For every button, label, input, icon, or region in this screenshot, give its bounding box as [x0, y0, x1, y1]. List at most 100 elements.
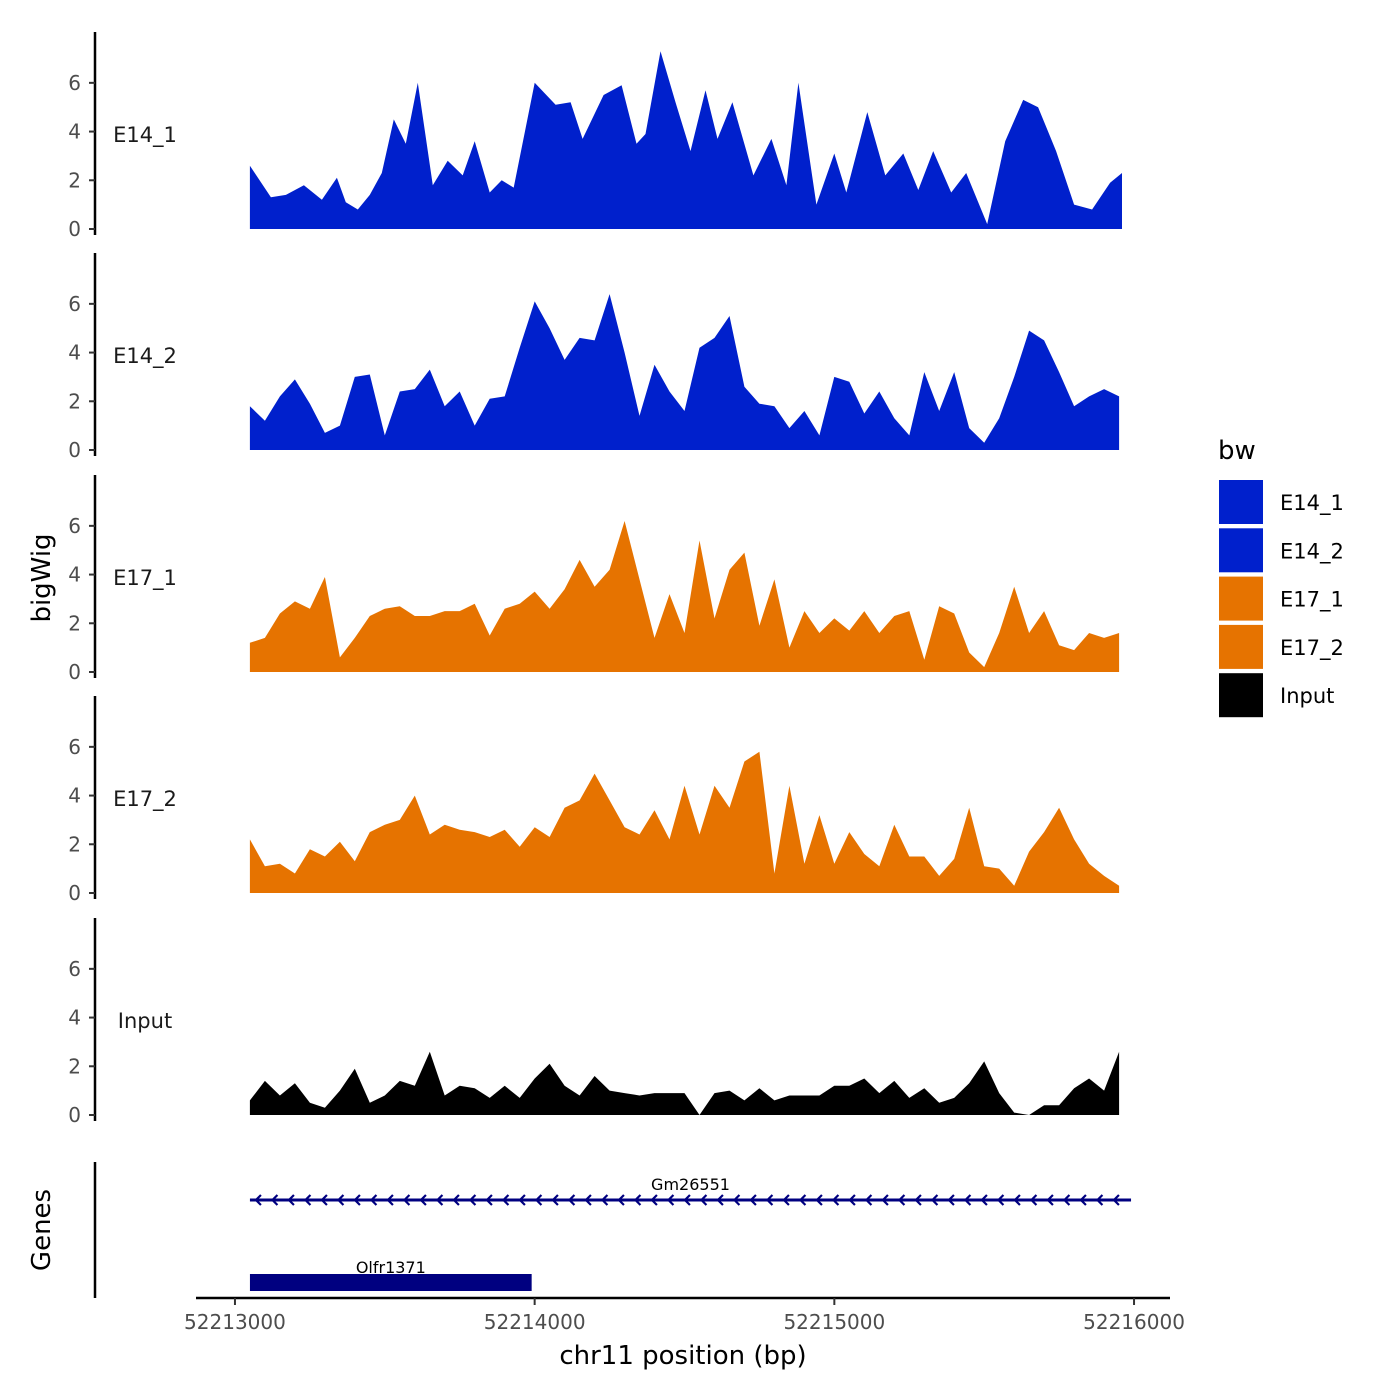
gene-track: Gm26551 Olfr1371 — [93, 1162, 1132, 1298]
y-tick-label: 4 — [68, 563, 81, 587]
strand-arrow-icon — [996, 1194, 1005, 1206]
strand-arrow-icon — [254, 1194, 262, 1206]
strand-arrow-icon — [534, 1194, 543, 1206]
gene-block — [249, 1274, 532, 1291]
y-tick-label: 0 — [68, 660, 81, 684]
strand-arrow-icon — [600, 1194, 609, 1206]
legend-label: Input — [1280, 684, 1334, 708]
strand-arrow-icon — [468, 1194, 477, 1206]
strand-arrow-icon — [815, 1194, 823, 1206]
strand-arrow-icon — [798, 1194, 807, 1206]
x-axis-title: chr11 position (bp) — [559, 1341, 806, 1371]
strand-arrow-icon — [914, 1194, 922, 1206]
strand-arrow-icon — [897, 1194, 906, 1206]
legend-swatch — [1219, 576, 1263, 621]
strand-arrow-icon — [1079, 1194, 1087, 1206]
legend-item: E17_1 — [1219, 576, 1344, 621]
y-tick-label: 0 — [68, 217, 81, 241]
y-tick-label: 4 — [68, 341, 81, 365]
signal-panels: 0 2 4 6 E14_1 0 2 4 6 E14_2 0 2 4 6 E17_1 0 2 4 6 E17_2 0 2 4 6… — [68, 32, 1122, 1127]
strand-arrow-icon — [369, 1194, 378, 1206]
legend-label: E14_1 — [1280, 491, 1344, 516]
facet-label: E14_1 — [113, 123, 177, 148]
y-tick-label: 2 — [68, 168, 81, 192]
strand-arrow-icon — [386, 1194, 394, 1206]
y-tick-label: 6 — [68, 957, 81, 981]
panel-E14_1: 0 2 4 6 E14_1 — [68, 32, 1122, 241]
gene-Olfr1371: Olfr1371 — [249, 1258, 532, 1291]
strand-arrow-icon — [551, 1194, 559, 1206]
gene-label: Gm26551 — [651, 1175, 730, 1194]
area-series-E14_1 — [249, 51, 1122, 230]
strand-arrow-icon — [831, 1194, 840, 1206]
strand-arrow-icon — [732, 1194, 741, 1206]
x-tick-label: 52214000 — [484, 1310, 586, 1334]
strand-arrow-icon — [947, 1194, 955, 1206]
strand-arrow-icon — [518, 1194, 526, 1206]
y-tick-label: 6 — [68, 292, 81, 316]
x-tick-label: 52213000 — [184, 1310, 286, 1334]
strand-arrow-icon — [930, 1194, 939, 1206]
legend-swatch — [1219, 480, 1263, 524]
y-tick-label: 2 — [68, 1054, 81, 1078]
y-tick-label: 4 — [68, 1006, 81, 1030]
facet-label: E17_2 — [113, 787, 177, 812]
y-tick-label: 2 — [68, 832, 81, 856]
strand-arrow-icon — [699, 1194, 708, 1206]
strand-arrow-icon — [270, 1194, 279, 1206]
y-tick-label: 2 — [68, 611, 81, 635]
facet-label: E17_1 — [113, 566, 177, 591]
x-tick-label: 52216000 — [1083, 1310, 1185, 1334]
legend-item: E14_2 — [1219, 528, 1344, 573]
y-tick-label: 0 — [68, 1103, 81, 1127]
legend-item: E17_2 — [1219, 624, 1344, 669]
strand-arrows — [254, 1194, 1120, 1206]
strand-arrow-icon — [452, 1194, 460, 1206]
y-tick-label: 4 — [68, 784, 81, 808]
legend-swatch — [1219, 673, 1263, 718]
panel-Input: 0 2 4 6 Input — [68, 918, 1120, 1127]
strand-arrow-icon — [485, 1194, 493, 1206]
strand-arrow-icon — [666, 1194, 675, 1206]
y-tick-label: 6 — [68, 71, 81, 95]
y-tick-label: 6 — [68, 735, 81, 759]
panel-E14_2: 0 2 4 6 E14_2 — [68, 253, 1120, 462]
y-tick-label: 0 — [68, 881, 81, 905]
strand-arrow-icon — [782, 1194, 790, 1206]
strand-arrow-icon — [749, 1194, 757, 1206]
panel-E17_2: 0 2 4 6 E17_2 — [68, 696, 1120, 905]
legend-label: E17_2 — [1280, 636, 1344, 661]
legend-item: Input — [1219, 673, 1334, 718]
strand-arrow-icon — [336, 1194, 345, 1206]
y-axis-title: bigWig — [27, 533, 57, 622]
panel-E17_1: 0 2 4 6 E17_1 — [68, 475, 1120, 684]
strand-arrow-icon — [1112, 1194, 1120, 1206]
strand-arrow-icon — [402, 1194, 411, 1206]
area-series-E17_1 — [249, 521, 1120, 672]
legend-label: E17_1 — [1280, 588, 1344, 613]
strand-arrow-icon — [320, 1194, 328, 1206]
strand-arrow-icon — [864, 1194, 873, 1206]
strand-arrow-icon — [287, 1194, 295, 1206]
strand-arrow-icon — [1013, 1194, 1021, 1206]
strand-arrow-icon — [848, 1194, 856, 1206]
strand-arrow-icon — [1046, 1194, 1054, 1206]
facet-label: Input — [118, 1009, 172, 1033]
y-tick-label: 2 — [68, 389, 81, 413]
strand-arrow-icon — [501, 1194, 510, 1206]
strand-arrow-icon — [633, 1194, 642, 1206]
strand-arrow-icon — [1062, 1194, 1071, 1206]
strand-arrow-icon — [765, 1194, 774, 1206]
gene-label: Olfr1371 — [356, 1258, 426, 1277]
legend-label: E14_2 — [1280, 539, 1344, 564]
strand-arrow-icon — [1029, 1194, 1038, 1206]
legend-title: bw — [1218, 436, 1256, 466]
strand-arrow-icon — [683, 1194, 691, 1206]
strand-arrow-icon — [980, 1194, 988, 1206]
legend-swatch — [1219, 528, 1263, 573]
legend-swatch — [1219, 624, 1263, 669]
strand-arrow-icon — [303, 1194, 312, 1206]
strand-arrow-icon — [353, 1194, 361, 1206]
area-series-E17_2 — [249, 751, 1120, 893]
